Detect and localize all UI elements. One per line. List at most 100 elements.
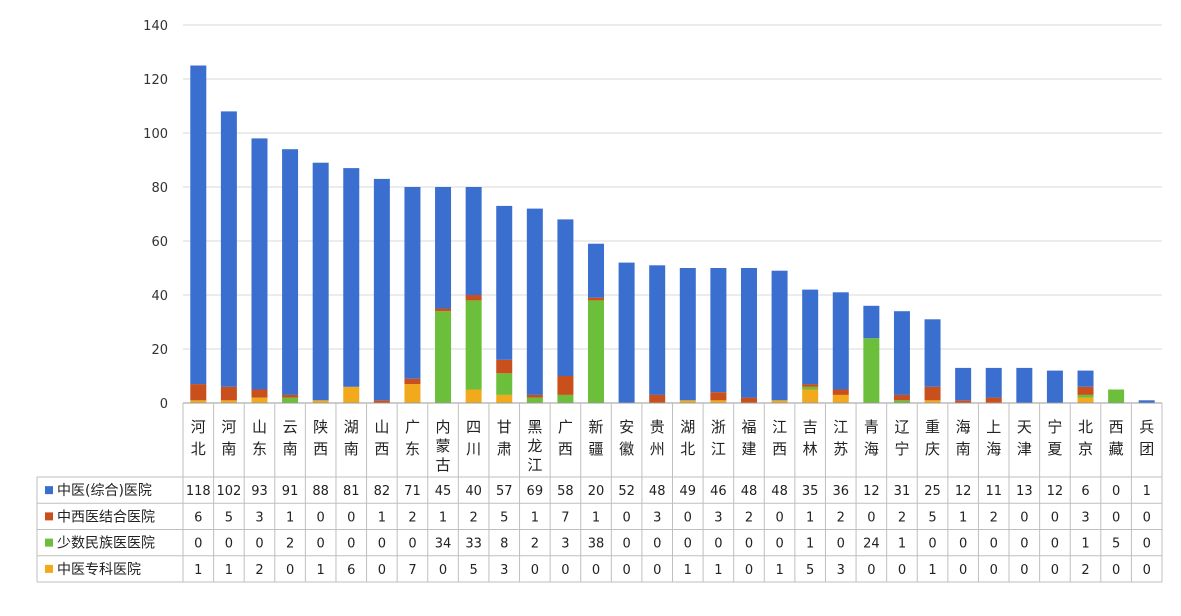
data-value: 0 (653, 537, 661, 552)
data-value: 0 (194, 537, 202, 552)
data-value: 0 (653, 563, 661, 578)
bar-segment (679, 268, 696, 401)
bar-segment (893, 311, 910, 395)
data-value: 12 (863, 484, 880, 499)
bar-segment (1138, 400, 1155, 403)
data-value: 1 (928, 563, 936, 578)
bar-segment (802, 389, 819, 403)
data-value: 1 (531, 510, 539, 525)
data-value: 2 (990, 510, 998, 525)
bar-segment (526, 394, 543, 398)
bar-segment (465, 300, 482, 390)
bars (190, 65, 1155, 403)
data-value: 1 (684, 563, 692, 578)
data-value: 24 (863, 537, 880, 552)
bar-segment (404, 384, 421, 403)
bar-segment (190, 384, 207, 401)
data-value: 0 (867, 510, 875, 525)
data-value: 31 (894, 484, 911, 499)
y-tick-label: 100 (143, 127, 168, 142)
category-label: 黑龙江 (527, 418, 542, 474)
data-value: 0 (592, 563, 600, 578)
category-label: 山西 (374, 418, 389, 458)
category-label: 青海 (864, 418, 879, 458)
bar-segment (282, 394, 299, 398)
bar-segment (251, 397, 268, 403)
bar-segment (496, 394, 513, 403)
bar-segment (985, 367, 1002, 398)
data-value: 6 (347, 563, 355, 578)
data-value: 12 (1047, 484, 1064, 499)
data-value: 3 (561, 537, 569, 552)
bar-segment (893, 400, 910, 403)
legend-swatch (45, 538, 53, 547)
data-value: 0 (255, 537, 263, 552)
category-label: 湖北 (680, 418, 695, 458)
data-value: 0 (1020, 537, 1028, 552)
data-value: 1 (1081, 537, 1089, 552)
bar-segment (282, 397, 299, 403)
category-label: 湖南 (344, 418, 359, 458)
bar-segment (220, 400, 237, 403)
data-value: 48 (771, 484, 788, 499)
data-value: 8 (500, 537, 508, 552)
bar-segment (985, 397, 1002, 403)
bar-segment (465, 295, 482, 301)
data-value: 35 (802, 484, 819, 499)
data-value: 0 (775, 510, 783, 525)
bar-segment (251, 389, 268, 398)
bar-segment (771, 400, 788, 403)
data-value: 1 (225, 563, 233, 578)
data-value: 45 (435, 484, 452, 499)
bar-segment (343, 168, 360, 387)
y-tick-label: 20 (151, 343, 168, 358)
bar-segment (343, 386, 360, 403)
category-label: 天津 (1017, 418, 1032, 458)
data-value: 34 (435, 537, 452, 552)
bar-segment (802, 384, 819, 387)
data-value: 25 (924, 484, 941, 499)
bar-segment (649, 265, 666, 395)
data-value: 49 (680, 484, 697, 499)
data-value: 102 (216, 484, 241, 499)
bar-segment (435, 311, 452, 403)
bar-segment (710, 392, 727, 401)
data-value: 6 (194, 510, 202, 525)
bar-segment (435, 187, 452, 309)
data-value: 0 (1051, 537, 1059, 552)
data-value: 0 (775, 537, 783, 552)
bar-segment (863, 305, 880, 339)
data-value: 2 (255, 563, 263, 578)
data-value: 0 (990, 537, 998, 552)
category-label: 宁夏 (1047, 418, 1062, 458)
data-value: 0 (347, 537, 355, 552)
data-value: 0 (714, 537, 722, 552)
data-value: 2 (470, 510, 478, 525)
data-value: 0 (622, 537, 630, 552)
data-value: 91 (282, 484, 299, 499)
category-label: 北京 (1078, 418, 1093, 458)
data-value: 93 (251, 484, 268, 499)
series-name: 中西医结合医院 (57, 509, 155, 525)
data-value: 0 (1020, 563, 1028, 578)
data-value: 1 (317, 563, 325, 578)
data-value: 0 (531, 563, 539, 578)
data-value: 3 (653, 510, 661, 525)
data-value: 13 (1016, 484, 1033, 499)
data-value: 0 (1112, 563, 1120, 578)
bar-segment (251, 138, 268, 390)
bar-segment (526, 208, 543, 395)
category-label: 西藏 (1109, 418, 1124, 458)
category-label: 江西 (772, 418, 787, 458)
legend-swatch (45, 512, 53, 521)
data-value: 0 (959, 537, 967, 552)
data-value: 3 (255, 510, 263, 525)
bar-segment (1016, 367, 1033, 403)
data-value: 0 (898, 563, 906, 578)
data-value: 0 (347, 510, 355, 525)
data-value: 1 (194, 563, 202, 578)
bar-segment (190, 400, 207, 403)
bar-segment (893, 394, 910, 401)
